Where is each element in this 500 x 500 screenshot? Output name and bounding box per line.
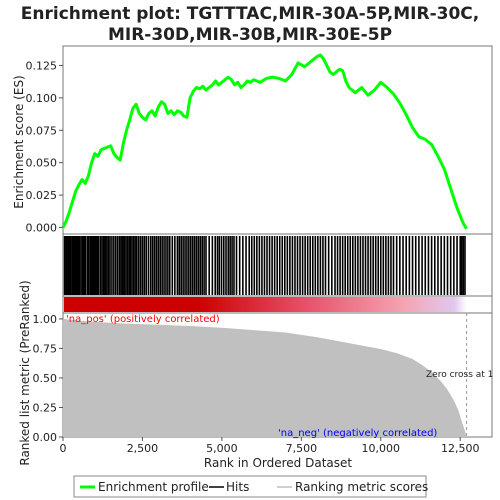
es-y-tick-label: 0.075	[26, 124, 58, 137]
es-y-tick-label: 0.050	[26, 157, 58, 170]
ranking-color-bar	[64, 297, 467, 312]
chart-title-line1: Enrichment plot: TGTTTAC,MIR-30A-5P,MIR-…	[21, 4, 479, 24]
metric-y-tick-label: 0.25	[33, 401, 58, 414]
es-y-tick-label: 0.000	[26, 222, 58, 235]
es-y-tick-label: 0.100	[26, 92, 58, 105]
x-tick-label: 0	[60, 442, 67, 455]
neg-correlated-label: 'na_neg' (negatively correlated)	[278, 428, 437, 439]
enrichment-profile-line	[61, 53, 468, 230]
x-axis: 0 2,500 5,000 7,500 10,000 12,500	[60, 437, 480, 455]
chart-title-line2: MIR-30D,MIR-30B,MIR-30E-5P	[108, 25, 392, 45]
zero-cross-label: Zero cross at 1	[426, 370, 493, 380]
legend-box	[73, 475, 427, 498]
metric-y-tick-label: 0.50	[33, 372, 58, 385]
ranking-bar-fill	[64, 297, 467, 312]
x-axis-label: Rank in Ordered Dataset	[204, 456, 352, 470]
es-y-tick-label: 0.025	[26, 189, 58, 202]
x-tick-label: 5,000	[206, 442, 238, 455]
metric-group: 0.00 0.25 0.50 0.75 1.00	[33, 313, 468, 444]
legend-entry-hits: Hits	[226, 480, 249, 494]
es-y-tick-label: 0.125	[26, 59, 58, 72]
legend-entry-metric: Ranking metric scores	[295, 480, 428, 494]
es-axes: 0.000 0.025 0.050 0.075 0.100 0.125	[26, 59, 63, 235]
legend-entry-es: Enrichment profile	[98, 480, 209, 494]
y-axis-label-es: Enrichment score (ES)	[12, 75, 26, 208]
metric-y-tick-label: 1.00	[33, 313, 58, 326]
x-tick-label: 12,500	[441, 442, 480, 455]
x-tick-label: 10,000	[362, 442, 401, 455]
es-line-group	[61, 53, 468, 230]
metric-y-tick-label: 0.75	[33, 342, 58, 355]
y-axis-label-metric: Ranked list metric (PreRanked)	[18, 280, 32, 465]
hits-group	[63, 236, 466, 295]
metric-y-tick-label: 0.00	[33, 431, 58, 444]
pos-correlated-label: 'na_pos' (positively correlated)	[66, 314, 220, 325]
x-tick-label: 7,500	[286, 442, 318, 455]
x-tick-label: 2,500	[127, 442, 159, 455]
ranking-metric-area	[63, 318, 467, 437]
